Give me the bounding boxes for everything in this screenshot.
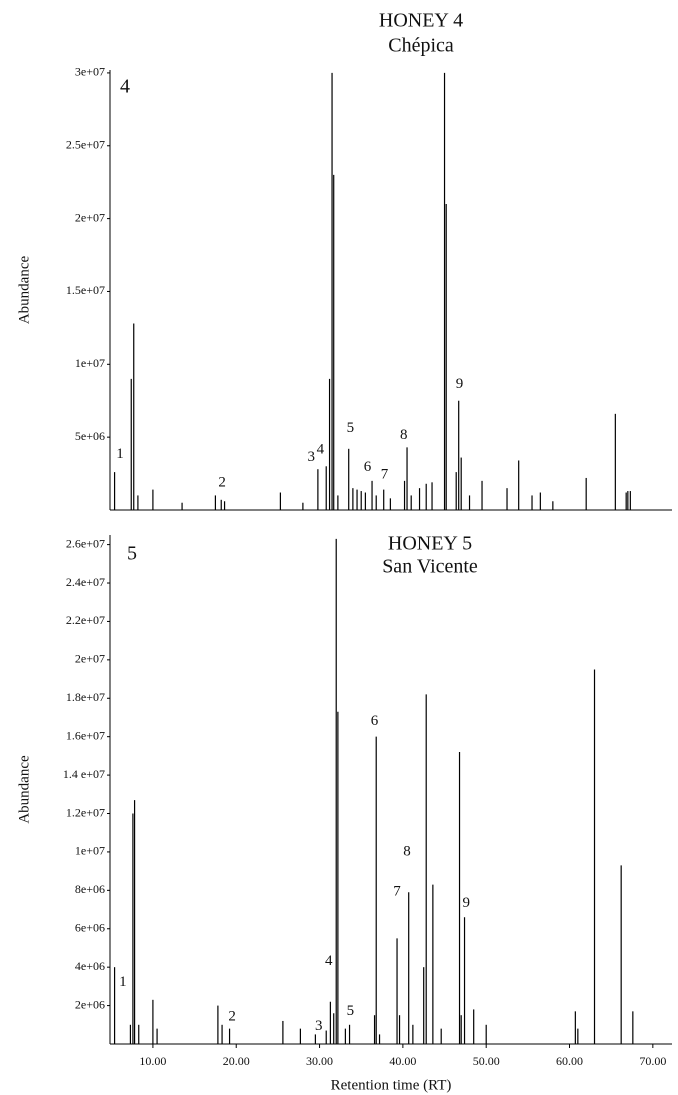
peak-label: 4	[325, 953, 333, 969]
peak-label: 5	[347, 420, 355, 436]
peak-label: 8	[403, 843, 411, 859]
y-tick-label: 2e+07	[75, 210, 105, 224]
y-tick-label: 2.4e+07	[66, 575, 105, 589]
x-tick-label: 10.00	[139, 1054, 166, 1068]
chart-subtitle: Chépica	[388, 35, 454, 57]
peak-label: 2	[218, 474, 226, 490]
x-tick-label: 70.00	[639, 1054, 666, 1068]
x-tick-label: 30.00	[306, 1054, 333, 1068]
y-tick-label: 2.2e+07	[66, 613, 105, 627]
peak-label: 2	[228, 1009, 236, 1025]
y-tick-label: 6e+06	[75, 921, 105, 935]
peak-label: 3	[307, 449, 315, 465]
peak-label: 6	[371, 713, 379, 729]
chart-title: HONEY 5	[388, 533, 472, 555]
peak-label: 9	[456, 376, 464, 392]
y-tick-label: 1.4 e+07	[63, 767, 105, 781]
y-tick-label: 1e+07	[75, 356, 105, 370]
peak-label: 7	[381, 466, 389, 482]
y-tick-label: 1e+07	[75, 844, 105, 858]
peak-label: 5	[347, 1003, 355, 1019]
y-tick-label: 1.5e+07	[66, 283, 105, 297]
x-tick-label: 50.00	[473, 1054, 500, 1068]
peak-label: 1	[119, 974, 127, 990]
peak-label: 1	[116, 446, 124, 462]
y-axis-label: Abundance	[16, 755, 32, 824]
x-tick-label: 40.00	[389, 1054, 416, 1068]
y-tick-label: 2.6e+07	[66, 536, 105, 550]
y-tick-label: 4e+06	[75, 959, 105, 973]
y-tick-label: 1.6e+07	[66, 728, 105, 742]
chart-title: HONEY 4	[379, 10, 463, 32]
y-tick-label: 1.2e+07	[66, 805, 105, 819]
y-tick-label: 2.5e+07	[66, 138, 105, 152]
y-tick-label: 1.8e+07	[66, 690, 105, 704]
peak-label: 6	[364, 459, 372, 475]
peak-label: 4	[317, 442, 325, 458]
x-axis-label: Retention time (RT)	[331, 1077, 452, 1093]
y-tick-label: 3e+07	[75, 65, 105, 79]
peak-label: 9	[462, 895, 470, 911]
y-tick-label: 8e+06	[75, 882, 105, 896]
y-tick-label: 2e+07	[75, 652, 105, 666]
y-tick-label: 5e+06	[75, 429, 105, 443]
peak-label: 8	[400, 427, 408, 443]
peak-label: 3	[315, 1018, 323, 1034]
y-tick-label: 2e+06	[75, 997, 105, 1011]
chart-subtitle: San Vicente	[382, 556, 478, 578]
peak-label: 7	[393, 884, 401, 900]
panel-label: 5	[127, 543, 137, 565]
y-axis-label: Abundance	[16, 256, 32, 325]
x-tick-label: 20.00	[223, 1054, 250, 1068]
panel-label: 4	[120, 76, 130, 98]
x-tick-label: 60.00	[556, 1054, 583, 1068]
